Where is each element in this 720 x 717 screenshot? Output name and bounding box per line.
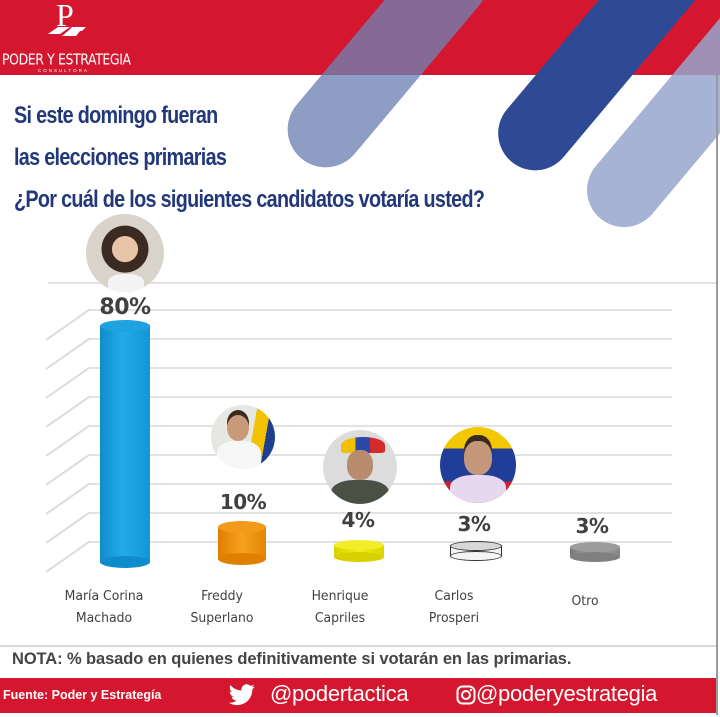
bar-machado bbox=[100, 320, 150, 568]
label-line: Henrique bbox=[311, 588, 369, 604]
grid-wall-line bbox=[45, 396, 90, 428]
gridline bbox=[88, 309, 672, 311]
instagram-icon bbox=[456, 685, 476, 705]
gridline bbox=[88, 425, 672, 427]
frame-border bbox=[716, 75, 718, 715]
label-line: Prosperi bbox=[428, 610, 480, 626]
twitter-handle: @podertactica bbox=[270, 681, 409, 706]
label-line: Otro bbox=[571, 593, 599, 609]
candidate-photo-superlano bbox=[211, 405, 275, 469]
category-label-superlano: Freddy Superlano bbox=[167, 585, 277, 629]
category-label-capriles: Henrique Capriles bbox=[285, 585, 395, 629]
footer-band bbox=[0, 678, 716, 713]
bar-capriles bbox=[334, 540, 384, 562]
value-label-prosperi: 3% bbox=[457, 512, 491, 536]
gridline bbox=[88, 396, 672, 398]
candidate-photo-prosperi bbox=[440, 427, 516, 503]
question-line-1: Si este domingo fueran bbox=[14, 101, 218, 129]
brand-name: PODER Y ESTRATEGIA bbox=[2, 50, 131, 68]
label-line: María Corina bbox=[64, 588, 144, 604]
svg-text:P: P bbox=[56, 0, 74, 33]
gridline bbox=[88, 367, 672, 369]
gridline bbox=[48, 282, 716, 284]
label-line: Capriles bbox=[314, 610, 366, 626]
brand-logo: P PODER Y ESTRATEGIA CONSULTORA bbox=[0, 0, 131, 75]
question-line-3: ¿Por cuál de los siguientes candidatos v… bbox=[14, 185, 485, 213]
source-label: Fuente: Poder y Estrategía bbox=[3, 688, 162, 702]
grid-wall-line bbox=[45, 338, 90, 370]
bar-superlano bbox=[218, 521, 266, 565]
grid-wall-line bbox=[45, 309, 90, 341]
gridline bbox=[88, 512, 672, 514]
grid-wall-line bbox=[45, 483, 90, 515]
bar-prosperi bbox=[450, 541, 502, 561]
twitter-bird-icon bbox=[229, 684, 255, 706]
label-line: Carlos bbox=[434, 588, 474, 604]
candidate-photo-capriles bbox=[323, 430, 397, 504]
grid-wall-line bbox=[45, 541, 90, 573]
label-line: Machado bbox=[75, 610, 133, 626]
footnote: NOTA: % basado en quienes definitivament… bbox=[12, 650, 572, 668]
grid-wall-line bbox=[45, 454, 90, 486]
label-line: Freddy bbox=[201, 588, 243, 604]
question-line-2: las elecciones primarias bbox=[14, 143, 227, 171]
grid-wall-line bbox=[45, 425, 90, 457]
candidate-photo-machado bbox=[86, 214, 164, 292]
value-label-machado: 80% bbox=[99, 295, 151, 320]
gridline bbox=[88, 338, 672, 340]
grid-wall-line bbox=[45, 367, 90, 399]
separator-line bbox=[0, 645, 716, 647]
bar-otro bbox=[570, 542, 620, 562]
value-label-capriles: 4% bbox=[341, 508, 375, 532]
category-label-machado: María Corina Machado bbox=[49, 585, 159, 629]
category-label-otro: Otro bbox=[530, 590, 640, 612]
p-chessboard-logo-icon: P bbox=[48, 0, 86, 36]
instagram-handle: @poderyestrategia bbox=[476, 681, 658, 706]
category-label-prosperi: Carlos Prosperi bbox=[399, 585, 509, 629]
value-label-superlano: 10% bbox=[219, 490, 267, 514]
grid-wall-line bbox=[45, 512, 90, 544]
brand-subtitle: CONSULTORA bbox=[38, 68, 89, 73]
label-line: Superlano bbox=[190, 610, 254, 626]
value-label-otro: 3% bbox=[575, 514, 609, 538]
